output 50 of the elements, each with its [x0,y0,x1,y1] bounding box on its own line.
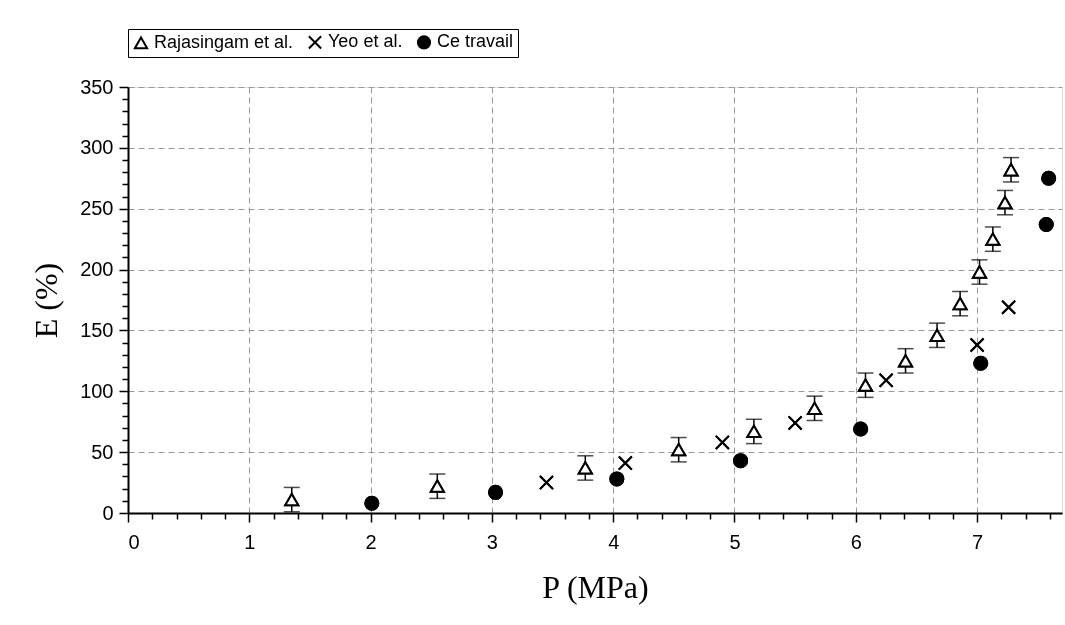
legend-label: Ce travail [437,31,514,52]
x-tick-label: 2 [365,530,377,553]
point [733,453,749,469]
point [617,455,633,471]
x-tick-label: 5 [729,530,741,553]
y-tick-label: 50 [91,440,114,463]
point [969,337,985,353]
x-tick-label: 4 [608,530,620,553]
legend-label: Yeo et al. [328,31,403,52]
y-tick-label: 150 [80,318,114,341]
point [973,355,989,371]
legend-label: Rajasingam et al. [154,31,294,52]
x-tick-label: 1 [244,530,256,553]
point [898,354,914,368]
point [807,401,823,415]
x-tick-label: 6 [850,530,862,553]
y-tick-label: 300 [80,136,114,159]
y-tick-label: 350 [80,75,114,98]
y-tick-label: 250 [80,197,114,220]
point [985,232,1001,246]
y-axis-title: E (%) [28,262,65,339]
x-tick-label: 3 [486,530,498,553]
point [488,484,504,500]
y-tick-label: 0 [102,501,114,524]
point [671,443,687,457]
point [952,297,968,311]
point [364,495,380,511]
x-axis-title: P (MPa) [542,568,649,605]
point [429,479,445,493]
point [538,475,554,491]
point [1041,170,1057,186]
point [1003,163,1019,177]
point [857,378,874,392]
point [1038,217,1054,233]
point [284,492,300,507]
point [997,195,1013,210]
point [853,421,869,437]
y-tick-label: 200 [80,258,114,281]
point [929,328,945,342]
point [577,461,593,475]
point [787,415,803,431]
point [972,265,988,279]
x-tick-label: 0 [128,530,140,553]
y-tick-label: 100 [80,379,114,402]
point [878,372,894,388]
point [746,424,762,439]
point [1001,299,1017,315]
x-tick-label: 7 [972,530,984,553]
point [714,434,730,450]
point [609,471,625,487]
